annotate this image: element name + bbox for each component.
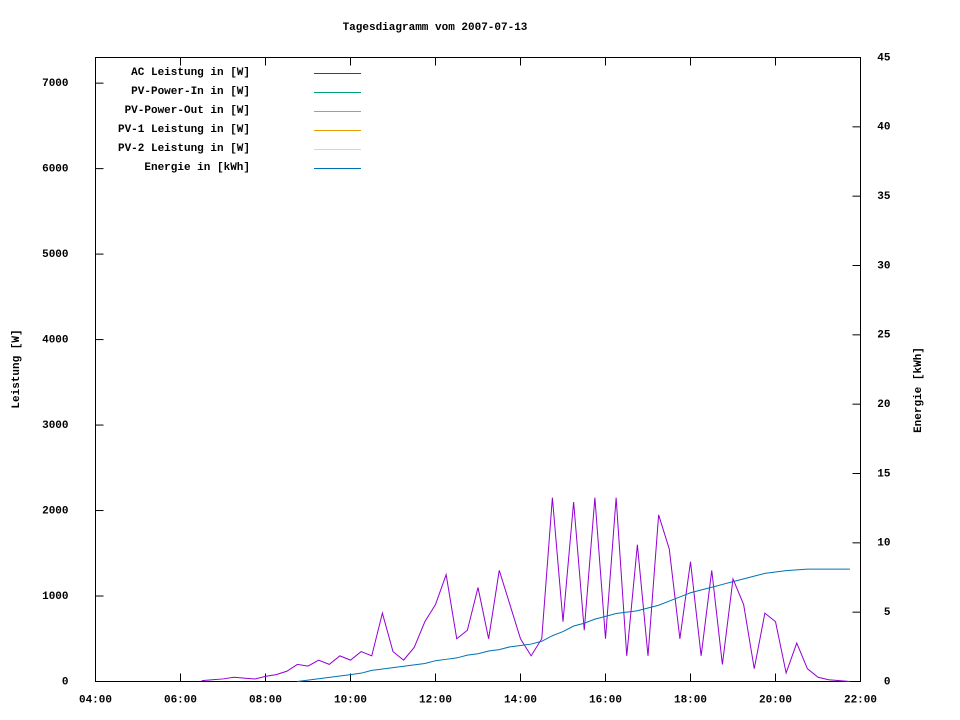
legend-label: AC Leistung in [W] — [131, 67, 250, 79]
y2-axis-label: Energie [kWh] — [913, 347, 925, 433]
y2-tick-label: 30 — [877, 260, 890, 272]
y-axis-label: Leistung [W] — [11, 329, 23, 408]
y2-tick-label: 20 — [877, 399, 890, 411]
x-tick-label: 06:00 — [164, 694, 197, 706]
x-tick-label: 10:00 — [334, 694, 367, 706]
x-tick-label: 20:00 — [759, 694, 792, 706]
y-tick-label: 0 — [62, 676, 69, 688]
y-tick-label: 1000 — [42, 591, 68, 603]
y-tick-label: 2000 — [42, 505, 68, 517]
x-tick-label: 22:00 — [844, 694, 877, 706]
y-tick-label: 6000 — [42, 164, 68, 176]
x-tick-label: 16:00 — [589, 694, 622, 706]
series-line — [297, 568, 850, 682]
series-line — [201, 497, 850, 682]
x-tick-label: 04:00 — [79, 694, 112, 706]
legend-label: PV-1 Leistung in [W] — [118, 124, 250, 136]
x-tick-label: 18:00 — [674, 694, 707, 706]
y2-tick-label: 45 — [877, 52, 891, 64]
y2-tick-label: 5 — [884, 607, 891, 619]
plot-frame — [95, 57, 861, 682]
legend-label: PV-2 Leistung in [W] — [118, 143, 250, 155]
y-tick-label: 4000 — [42, 334, 68, 346]
y2-tick-label: 0 — [884, 676, 891, 688]
y2-tick-label: 25 — [877, 330, 891, 342]
chart-title: Tagesdiagramm vom 2007-07-13 — [343, 22, 528, 34]
y-tick-label: 7000 — [42, 78, 68, 90]
legend-label: PV-Power-In in [W] — [131, 86, 250, 98]
legend-label: PV-Power-Out in [W] — [125, 105, 250, 117]
y-tick-label: 3000 — [42, 420, 68, 432]
y2-tick-label: 15 — [877, 468, 891, 480]
y2-tick-label: 35 — [877, 191, 891, 203]
x-tick-label: 12:00 — [419, 694, 452, 706]
y2-tick-label: 10 — [877, 538, 890, 550]
x-tick-label: 08:00 — [249, 694, 282, 706]
y2-tick-label: 40 — [877, 122, 890, 134]
y-tick-label: 5000 — [42, 249, 68, 261]
legend-label: Energie in [kWh] — [144, 162, 250, 174]
x-tick-label: 14:00 — [504, 694, 537, 706]
